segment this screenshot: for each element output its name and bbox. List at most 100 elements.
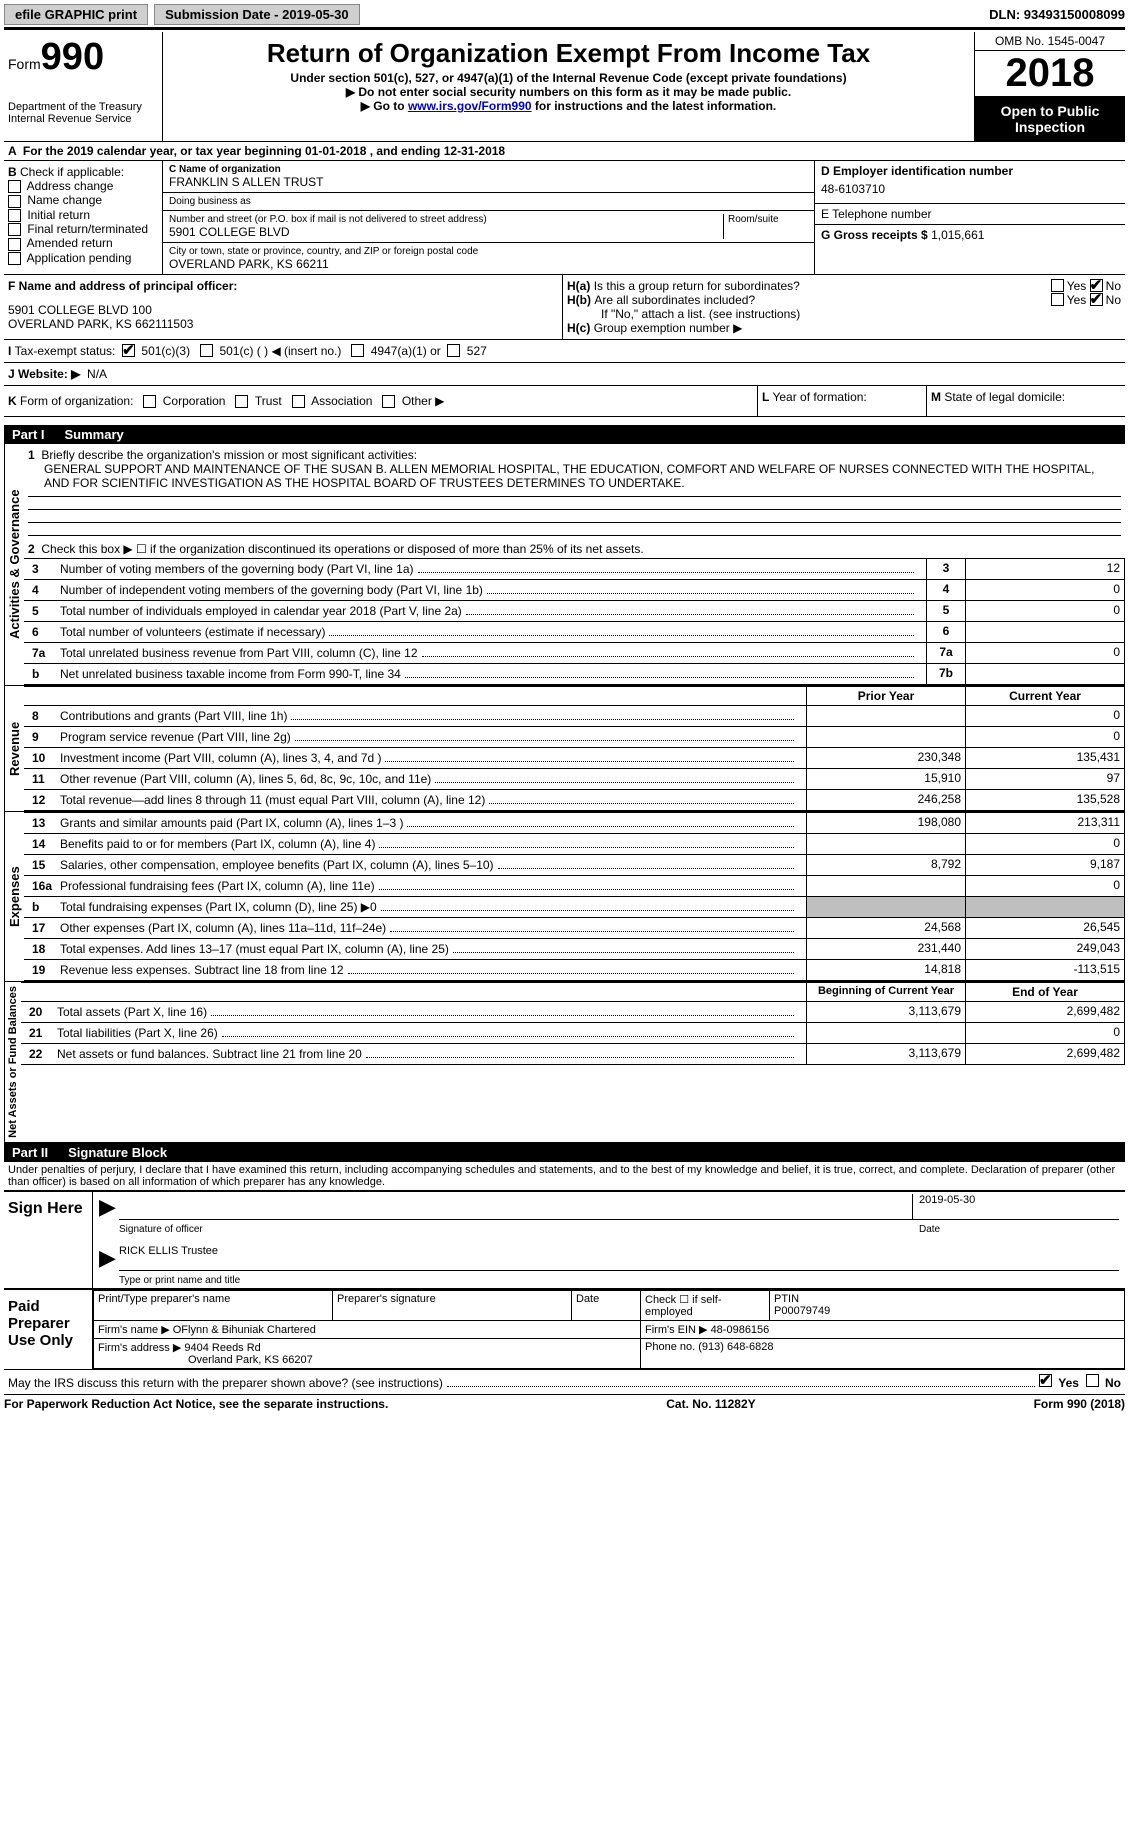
mission-text: GENERAL SUPPORT AND MAINTENANCE OF THE S…	[28, 462, 1121, 490]
gov-row: bNet unrelated business taxable income f…	[24, 664, 1125, 685]
i-label: Tax-exempt status:	[15, 344, 116, 358]
date-label: Date	[913, 1224, 1119, 1235]
firm-addr1: 9404 Reeds Rd	[184, 1342, 260, 1354]
prep-name-label: Print/Type preparer's name	[94, 1291, 333, 1321]
vlabel-revenue: Revenue	[4, 686, 24, 811]
self-employed-label: Check ☐ if self-employed	[641, 1291, 770, 1321]
firm-addr2: Overland Park, KS 66207	[98, 1354, 313, 1366]
assoc-checkbox[interactable]	[292, 395, 305, 408]
501c-checkbox[interactable]	[200, 344, 213, 357]
efile-button[interactable]: efile GRAPHIC print	[4, 4, 148, 25]
hb-no-checkbox[interactable]	[1090, 293, 1103, 306]
omb-number: OMB No. 1545-0047	[975, 32, 1125, 51]
officer-label: F Name and address of principal officer:	[8, 279, 237, 293]
gross-value: 1,015,661	[931, 228, 984, 242]
subtitle-2: ▶ Do not enter social security numbers o…	[171, 85, 966, 99]
discuss-no: No	[1105, 1376, 1121, 1390]
data-row: 8Contributions and grants (Part VIII, li…	[24, 706, 1125, 727]
j-label: Website: ▶	[18, 367, 80, 381]
org-name: FRANKLIN S ALLEN TRUST	[169, 175, 808, 189]
l1-label: Briefly describe the organization's miss…	[41, 448, 417, 462]
trust-checkbox[interactable]	[235, 395, 248, 408]
gross-label: G Gross receipts $	[821, 228, 928, 242]
hc-label: Group exemption number ▶	[594, 321, 743, 335]
page-footer: For Paperwork Reduction Act Notice, see …	[4, 1394, 1125, 1413]
b-checkbox[interactable]	[8, 252, 21, 265]
room-label: Room/suite	[724, 214, 808, 239]
m-label: State of legal domicile:	[944, 390, 1065, 404]
opt-assoc: Association	[311, 394, 372, 408]
firm-name: OFlynn & Bihuniak Chartered	[173, 1324, 316, 1336]
527-checkbox[interactable]	[447, 344, 460, 357]
data-row: 18Total expenses. Add lines 13–17 (must …	[24, 939, 1125, 960]
yes-label2: Yes	[1067, 293, 1087, 307]
instructions-link[interactable]: www.irs.gov/Form990	[408, 99, 532, 113]
ein-label: D Employer identification number	[821, 164, 1119, 178]
street-label: Number and street (or P.O. box if mail i…	[169, 214, 719, 225]
dept-label: Department of the Treasury	[8, 101, 158, 113]
prep-sig-label: Preparer's signature	[333, 1291, 572, 1321]
section-a: A For the 2019 calendar year, or tax yea…	[4, 141, 1125, 160]
opt-4947: 4947(a)(1) or	[371, 344, 441, 358]
street-value: 5901 COLLEGE BLVD	[169, 225, 719, 239]
4947-checkbox[interactable]	[351, 344, 364, 357]
footer-left: For Paperwork Reduction Act Notice, see …	[4, 1397, 388, 1411]
section-b: B Check if applicable: Address change Na…	[4, 161, 163, 274]
discuss-label: May the IRS discuss this return with the…	[8, 1376, 443, 1390]
discuss-no-checkbox[interactable]	[1086, 1374, 1099, 1387]
data-row: 13Grants and similar amounts paid (Part …	[24, 813, 1125, 834]
data-row: 12Total revenue—add lines 8 through 11 (…	[24, 790, 1125, 811]
ein-value: 48-6103710	[821, 178, 1119, 200]
footer-right-990: 990	[1067, 1397, 1087, 1411]
b-item: Final return/terminated	[8, 222, 158, 236]
ha-yes-checkbox[interactable]	[1051, 279, 1064, 292]
data-row: 20Total assets (Part X, line 16)3,113,67…	[21, 1002, 1125, 1023]
gov-row: 7aTotal unrelated business revenue from …	[24, 643, 1125, 664]
gov-row: 3Number of voting members of the governi…	[24, 559, 1125, 580]
part1-title: Summary	[65, 427, 124, 442]
form-header: Form990 Department of the Treasury Inter…	[4, 32, 1125, 141]
b-item: Name change	[8, 193, 158, 207]
type-name-label: Type or print name and title	[119, 1275, 240, 1286]
discuss-yes: Yes	[1058, 1376, 1079, 1390]
b-checkbox[interactable]	[8, 180, 21, 193]
form-number: 990	[41, 36, 104, 78]
col-begin: Beginning of Current Year	[807, 983, 966, 1002]
form-title: Return of Organization Exempt From Incom…	[171, 38, 966, 69]
subtitle-3-post: for instructions and the latest informat…	[532, 99, 777, 113]
discuss-yes-checkbox[interactable]	[1039, 1374, 1052, 1387]
opt-other: Other ▶	[402, 394, 445, 408]
corp-checkbox[interactable]	[143, 395, 156, 408]
other-checkbox[interactable]	[382, 395, 395, 408]
b-item: Amended return	[8, 236, 158, 250]
b-item: Application pending	[8, 251, 158, 265]
b-item: Initial return	[8, 208, 158, 222]
data-row: bTotal fundraising expenses (Part IX, co…	[24, 897, 1125, 918]
col-prior: Prior Year	[807, 687, 966, 706]
firm-addr-label: Firm's address ▶	[98, 1342, 181, 1354]
b-checkbox[interactable]	[8, 238, 21, 251]
b-item: Address change	[8, 179, 158, 193]
opt-trust: Trust	[255, 394, 282, 408]
hb-yes-checkbox[interactable]	[1051, 293, 1064, 306]
vlabel-governance: Activities & Governance	[4, 444, 24, 685]
b-checkbox[interactable]	[8, 195, 21, 208]
sign-here-label: Sign Here	[4, 1192, 93, 1288]
top-bar: efile GRAPHIC print Submission Date - 20…	[4, 4, 1125, 25]
data-row: 19Revenue less expenses. Subtract line 1…	[24, 960, 1125, 981]
subtitle-1: Under section 501(c), 527, or 4947(a)(1)…	[171, 71, 966, 85]
city-value: OVERLAND PARK, KS 66211	[169, 257, 808, 271]
firm-ein-label: Firm's EIN ▶	[645, 1324, 708, 1336]
sig-date: 2019-05-30	[912, 1194, 1119, 1220]
501c3-checkbox[interactable]	[122, 344, 135, 357]
website-value: N/A	[87, 367, 107, 381]
opt-501c: 501(c) ( ) ◀ (insert no.)	[219, 344, 341, 358]
b-checkbox[interactable]	[8, 209, 21, 222]
data-row: 17Other expenses (Part IX, column (A), l…	[24, 918, 1125, 939]
submission-button[interactable]: Submission Date - 2019-05-30	[154, 4, 360, 25]
tax-year: 2018	[975, 51, 1125, 97]
opt-corp: Corporation	[163, 394, 226, 408]
part2-title: Signature Block	[68, 1145, 167, 1160]
b-checkbox[interactable]	[8, 223, 21, 236]
col-end: End of Year	[966, 983, 1125, 1002]
